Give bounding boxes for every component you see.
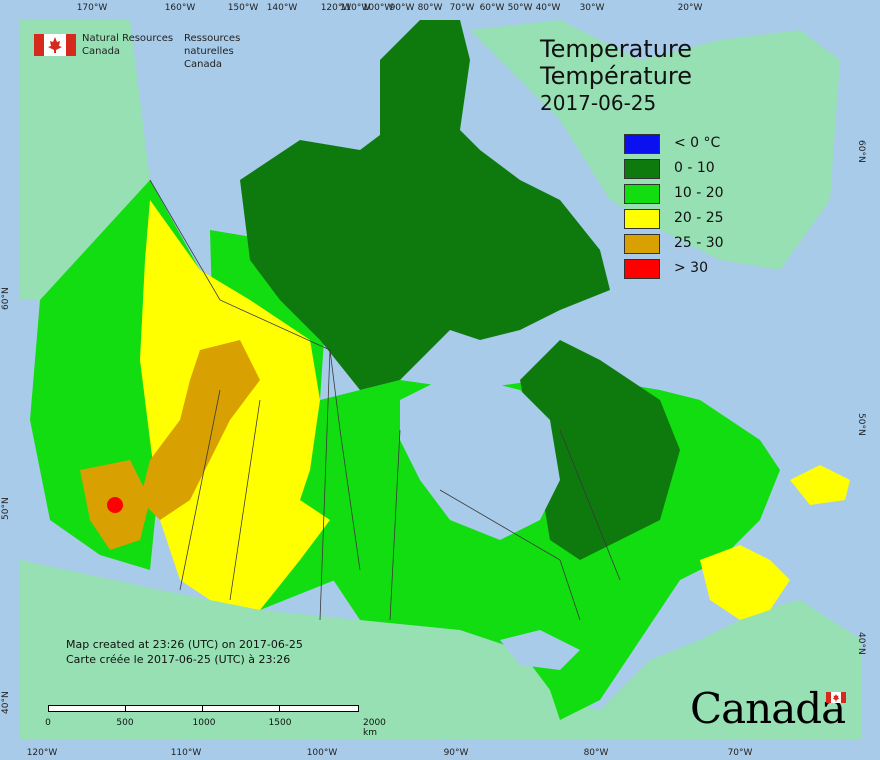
left-tick-60n: 60°N — [1, 287, 11, 310]
agency-fr-line-1: Ressources naturelles — [184, 33, 241, 57]
right-tick-60n: 60°N — [856, 140, 866, 163]
right-tick-50n: 50°N — [856, 413, 866, 436]
scale-label: 500 — [116, 718, 134, 728]
top-tick-170w: 170°W — [76, 3, 108, 13]
scale-segment — [279, 705, 359, 712]
credit-en: Map created at 23:26 (UTC) on 2017-06-25 — [66, 638, 303, 651]
top-tick-150w: 150°W — [227, 3, 259, 13]
legend-swatch — [624, 184, 660, 204]
left-tick-50n: 50°N — [1, 497, 11, 520]
scale-label: 1000 — [192, 718, 216, 728]
top-tick-70w: 70°W — [449, 3, 475, 13]
legend-label: 10 - 20 — [674, 185, 724, 201]
credit-fr: Carte créée le 2017-06-25 (UTC) à 23:26 — [66, 653, 291, 666]
scale-segment — [202, 705, 280, 712]
top-tick-140w: 140°W — [266, 3, 298, 13]
map-title: Temperature Température 2017-06-25 — [540, 36, 692, 116]
agency-en-line-2: Canada — [82, 46, 121, 57]
scale-label: 0 — [45, 718, 51, 728]
bottom-tick-80w: 80°W — [583, 748, 609, 758]
scale-bar: 0 500 1000 1500 2000 km — [45, 705, 408, 738]
wordmark-flag-icon — [826, 692, 846, 703]
right-tick-40n: 40°N — [856, 632, 866, 655]
agency-fr-line-2: Canada — [184, 59, 223, 70]
canada-wordmark: Canada — [690, 684, 846, 733]
legend-label: 25 - 30 — [674, 235, 724, 251]
legend-swatch — [624, 234, 660, 254]
newfoundland-20-25 — [790, 465, 850, 505]
top-tick-160w: 160°W — [164, 3, 196, 13]
legend-label: < 0 °C — [674, 135, 721, 151]
top-tick-60w: 60°W — [479, 3, 505, 13]
bottom-tick-110w: 110°W — [170, 748, 202, 758]
scale-segment — [48, 705, 126, 712]
bottom-tick-90w: 90°W — [443, 748, 469, 758]
legend-label: > 30 — [674, 260, 708, 276]
maritimes-20-25 — [700, 545, 790, 620]
legend-swatch — [624, 134, 660, 154]
prairies-25-30 — [140, 340, 260, 520]
top-tick-100w: 100°W — [362, 3, 394, 13]
usa-land — [20, 560, 862, 740]
scale-label: 1500 — [268, 718, 292, 728]
agency-name-fr: Ressources naturelles Canada — [184, 32, 274, 71]
top-tick-110w: 110°W — [339, 3, 371, 13]
title-en: Temperature — [540, 35, 693, 63]
quebec-land-0-10 — [520, 340, 680, 560]
scale-label: 2000 km — [363, 718, 386, 738]
agency-en-line-1: Natural Resources — [82, 33, 174, 44]
map-credits: Map created at 23:26 (UTC) on 2017-06-25… — [66, 637, 303, 667]
legend-swatch — [624, 259, 660, 279]
left-tick-40n: 40°N — [1, 691, 11, 714]
top-tick-30w: 30°W — [579, 3, 605, 13]
hudson-bay — [400, 380, 560, 540]
agency-signature: Natural Resources Canada Ressources natu… — [34, 32, 274, 70]
top-tick-20w: 20°W — [677, 3, 703, 13]
hotspot-above-30 — [107, 497, 123, 513]
agency-name-en: Natural Resources Canada — [82, 32, 173, 58]
legend-label: 0 - 10 — [674, 160, 715, 176]
top-tick-120w: 120°W — [320, 3, 352, 13]
legend-swatch — [624, 209, 660, 229]
provincial-boundaries — [149, 179, 621, 621]
legend-swatch — [624, 159, 660, 179]
top-tick-90w: 90°W — [389, 3, 415, 13]
map-date: 2017-06-25 — [540, 91, 657, 115]
great-lakes — [500, 630, 580, 670]
title-fr: Température — [540, 62, 693, 90]
bottom-tick-120w: 120°W — [26, 748, 58, 758]
bottom-tick-100w: 100°W — [306, 748, 338, 758]
top-tick-50w: 50°W — [507, 3, 533, 13]
scale-segment — [125, 705, 203, 712]
alaska-land — [20, 20, 150, 300]
arctic-land-0-10 — [240, 110, 610, 390]
top-tick-40w: 40°W — [535, 3, 561, 13]
ellesmere-land-0-10 — [380, 20, 470, 170]
bottom-tick-70w: 70°W — [727, 748, 753, 758]
top-tick-80w: 80°W — [417, 3, 443, 13]
legend-label: 20 - 25 — [674, 210, 724, 226]
canada-flag-icon — [34, 34, 76, 56]
